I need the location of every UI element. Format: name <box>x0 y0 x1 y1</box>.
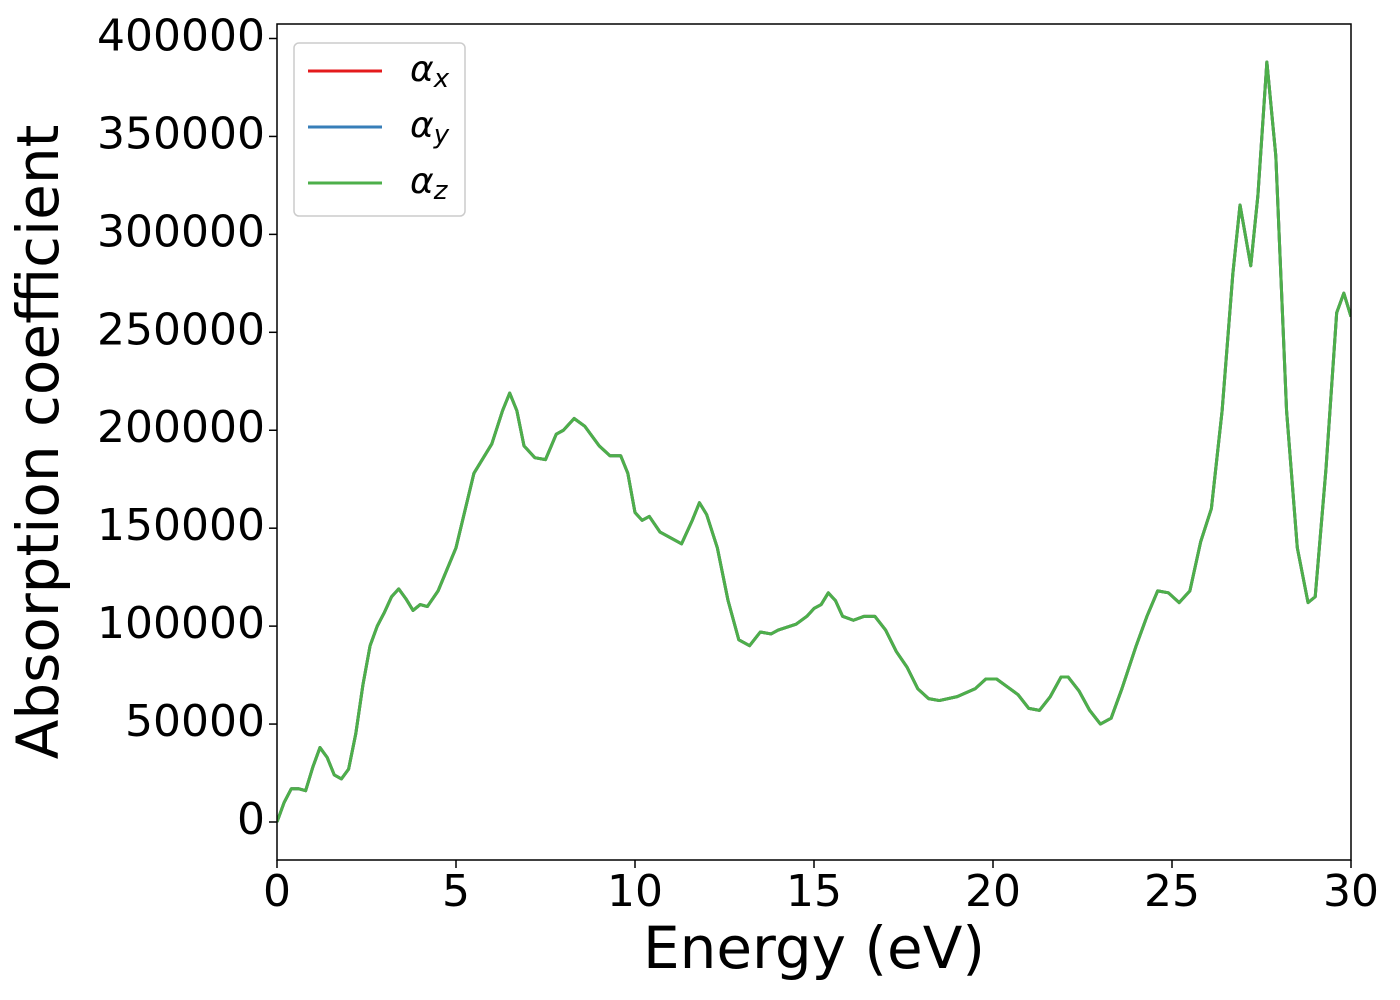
y-tick-label: 150000 <box>97 500 265 551</box>
plot-frame <box>276 23 1352 861</box>
y-tick-label: 50000 <box>125 696 265 747</box>
x-tick-label: 5 <box>442 866 470 917</box>
y-tick-label: 250000 <box>97 304 265 355</box>
legend-label: αz <box>410 161 449 206</box>
x-tick-label: 20 <box>965 866 1021 917</box>
legend-label: αx <box>410 49 450 94</box>
y-tick-label: 0 <box>237 794 265 845</box>
legend-label: αy <box>410 105 450 150</box>
x-tick-label: 25 <box>1144 866 1200 917</box>
x-tick-label: 10 <box>607 866 663 917</box>
x-tick-label: 0 <box>263 866 291 917</box>
x-axis-label: Energy (eV) <box>643 914 985 982</box>
x-tick-label: 30 <box>1323 866 1379 917</box>
series-line <box>277 60 1351 823</box>
y-axis-label: Absorption coefficient <box>4 125 72 760</box>
y-tick-label: 200000 <box>97 402 265 453</box>
y-tick-label: 300000 <box>97 206 265 257</box>
legend-box <box>293 42 466 217</box>
y-tick-label: 100000 <box>97 598 265 649</box>
y-tick-label: 400000 <box>97 10 265 61</box>
x-tick-label: 15 <box>786 866 842 917</box>
y-tick-label: 350000 <box>97 108 265 159</box>
